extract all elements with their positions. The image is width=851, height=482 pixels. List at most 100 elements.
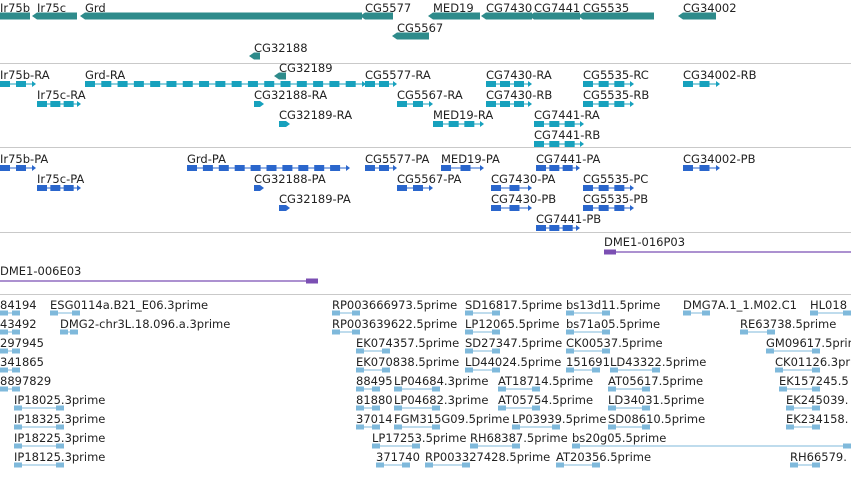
feature-8897829[interactable]: 8897829 (0, 374, 51, 392)
feature-cg7430-pb[interactable]: CG7430-PB (491, 192, 556, 211)
feature-cg5535-pb[interactable]: CG5535-PB (583, 192, 648, 211)
feature-esg0114a-b21-e06-3prime[interactable]: ESG0114a.B21_E06.3prime (50, 298, 208, 316)
feature-cg5577-pa[interactable]: CG5577-PA (365, 152, 430, 171)
feature-bs20g05-5prime[interactable]: bs20g05.5prime (572, 431, 851, 449)
feature-ir75c-ra[interactable]: Ir75c-RA (37, 88, 86, 107)
feature-ld43322-5prime[interactable]: LD43322.5prime (610, 355, 706, 373)
feature-lp03939-5prime[interactable]: LP03939.5prime (512, 412, 606, 430)
feature-cg7430-ra[interactable]: CG7430-RA (486, 68, 552, 87)
feature-ld44024-5prime[interactable]: LD44024.5prime (465, 355, 561, 373)
feature-cg32189[interactable]: CG32189 (274, 61, 333, 80)
feature-at18714-5prime[interactable]: AT18714.5prime (498, 374, 593, 392)
feature-rh68387-5prime[interactable]: RH68387.5prime (470, 431, 568, 449)
feature-cg5535-rb[interactable]: CG5535-RB (583, 88, 649, 107)
feature-rp003666973-5prime[interactable]: RP003666973.5prime (332, 298, 457, 316)
feature-cg32188-pa[interactable]: CG32188-PA (254, 172, 326, 191)
feature-rp003327428-5prime[interactable]: RP003327428.5prime (425, 450, 550, 468)
feature-label: LD43322.5prime (610, 355, 706, 369)
feature-cg5535-rc[interactable]: CG5535-RC (583, 68, 649, 87)
feature-ek074357-5prime[interactable]: EK074357.5prime (356, 336, 459, 354)
feature-grd-ra[interactable]: Grd-RA (85, 68, 366, 87)
feature-ip18225-3prime[interactable]: IP18225.3prime (14, 431, 105, 449)
feature-sd08610-5prime[interactable]: SD08610.5prime (608, 412, 705, 430)
feature-81880[interactable]: 81880 (356, 393, 393, 411)
feature-cg5577-ra[interactable]: CG5577-RA (365, 68, 431, 87)
feature-341865[interactable]: 341865 (0, 355, 44, 373)
feature-cg5567-ra[interactable]: CG5567-RA (397, 88, 463, 107)
feature-ir75b-pa[interactable]: Ir75b-PA (0, 152, 48, 171)
feature-dmg7a-1-1-m02-c1[interactable]: DMG7A.1_1.M02.C1 (683, 298, 797, 316)
feature-cg32189-ra[interactable]: CG32189-RA (279, 108, 352, 127)
feature-rh66579-[interactable]: RH66579. (790, 450, 847, 468)
feature-dme1-006e03[interactable]: DME1-006E03 (0, 264, 318, 284)
feature-rp003639622-5prime[interactable]: RP003639622.5prime (332, 317, 457, 335)
feature-lp12065-5prime[interactable]: LP12065.5prime (465, 317, 559, 335)
feature-fgm315g09-5prime[interactable]: FGM315G09.5prime (394, 412, 509, 430)
feature-lp04682-3prime[interactable]: LP04682.3prime (394, 393, 488, 411)
feature-at05754-5prime[interactable]: AT05754.5prime (498, 393, 593, 411)
feature-371740[interactable]: 371740 (376, 450, 420, 468)
feature-cg7441-rb[interactable]: CG7441-RB (534, 128, 600, 147)
feature-at05617-5prime[interactable]: AT05617.5prime (608, 374, 703, 392)
feature-med19-pa[interactable]: MED19-PA (441, 152, 500, 171)
feature-hl018[interactable]: HL018 (810, 298, 851, 316)
feature-ek245039-[interactable]: EK245039. (786, 393, 848, 411)
feature-297945[interactable]: 297945 (0, 336, 44, 354)
feature-lp04684-3prime[interactable]: LP04684.3prime (394, 374, 488, 392)
feature-sd16817-5prime[interactable]: SD16817.5prime (465, 298, 562, 316)
feature-cg32188[interactable]: CG32188 (249, 41, 308, 60)
feature-label: CK01126.3prime (775, 355, 851, 369)
feature-cg7441-ra[interactable]: CG7441-RA (534, 108, 600, 127)
feature-gm09617-5prime[interactable]: GM09617.5prime (766, 336, 851, 354)
feature-grd[interactable]: Grd (80, 1, 362, 20)
feature-ip18125-3prime[interactable]: IP18125.3prime (14, 450, 105, 468)
feature-sd27347-5prime[interactable]: SD27347.5prime (465, 336, 562, 354)
feature-ir75b-ra[interactable]: Ir75b-RA (0, 68, 50, 87)
est-block (610, 367, 618, 373)
feature-ir75c[interactable]: Ir75c (32, 1, 77, 20)
feature-ir75c-pa[interactable]: Ir75c-PA (37, 172, 84, 191)
feature-cg5535-pc[interactable]: CG5535-PC (583, 172, 648, 191)
feature-cg32188-ra[interactable]: CG32188-RA (254, 88, 327, 107)
feature-re63738-5prime[interactable]: RE63738.5prime (740, 317, 836, 335)
feature-cg34002-pb[interactable]: CG34002-PB (683, 152, 756, 171)
feature-ek070838-5prime[interactable]: EK070838.5prime (356, 355, 459, 373)
feature-ck00537-5prime[interactable]: CK00537.5prime (566, 336, 663, 354)
feature-grd-pa[interactable]: Grd-PA (187, 152, 350, 171)
feature-ck01126-3prime[interactable]: CK01126.3prime (775, 355, 851, 373)
feature-37014[interactable]: 37014 (356, 412, 393, 430)
feature-cg7430-pa[interactable]: CG7430-PA (491, 172, 556, 191)
feature-cg5535[interactable]: CG5535 (578, 1, 654, 20)
feature-cg7441[interactable]: CG7441 (529, 1, 580, 20)
feature-ld34031-5prime[interactable]: LD34031.5prime (608, 393, 704, 411)
feature-ip18325-3prime[interactable]: IP18325.3prime (14, 412, 105, 430)
feature-cg7441-pb[interactable]: CG7441-PB (536, 212, 601, 231)
feature-cg34002-rb[interactable]: CG34002-RB (683, 68, 757, 87)
feature-ek157245-5[interactable]: EK157245.5 (779, 374, 849, 392)
feature-bs71a05-5prime[interactable]: bs71a05.5prime (566, 317, 660, 335)
feature-label: Grd-PA (187, 152, 226, 166)
feature-med19[interactable]: MED19 (428, 1, 480, 20)
feature-lp17253-5prime[interactable]: LP17253.5prime (372, 431, 466, 449)
feature-ip18025-3prime[interactable]: IP18025.3prime (14, 393, 105, 411)
feature-84194[interactable]: 84194 (0, 298, 37, 316)
feature-dme1-016p03[interactable]: DME1-016P03 (604, 235, 851, 255)
feature-ir75b[interactable]: Ir75b (0, 1, 30, 20)
feature-ek234158-[interactable]: EK234158. (786, 412, 848, 430)
feature-88495[interactable]: 88495 (356, 374, 393, 392)
feature-cg5577[interactable]: CG5577 (360, 1, 411, 20)
feature-cg5567-pa[interactable]: CG5567-PA (397, 172, 462, 191)
feature-cg7430-rb[interactable]: CG7430-RB (486, 88, 552, 107)
feature-dmg2-chr3l-18-096-a-3prime[interactable]: DMG2-chr3L.18.096.a.3prime (60, 317, 230, 335)
track-cds: Ir75b-PA Grd-PA CG5577-PA MED19-PA CG7441-PA… (0, 152, 756, 231)
feature-med19-ra[interactable]: MED19-RA (433, 108, 493, 127)
feature-43492[interactable]: 43492 (0, 317, 37, 335)
feature-bs13d11-5prime[interactable]: bs13d11.5prime (566, 298, 660, 316)
feature-cg7441-pa[interactable]: CG7441-PA (536, 152, 601, 171)
feature-cg34002[interactable]: CG34002 (678, 1, 737, 20)
feature-at20356-5prime[interactable]: AT20356.5prime (556, 450, 651, 468)
feature-cg32189-pa[interactable]: CG32189-PA (279, 192, 351, 211)
feature-151691[interactable]: 151691 (566, 355, 610, 373)
feature-cg5567[interactable]: CG5567 (392, 21, 443, 40)
feature-cg7430[interactable]: CG7430 (481, 1, 532, 20)
